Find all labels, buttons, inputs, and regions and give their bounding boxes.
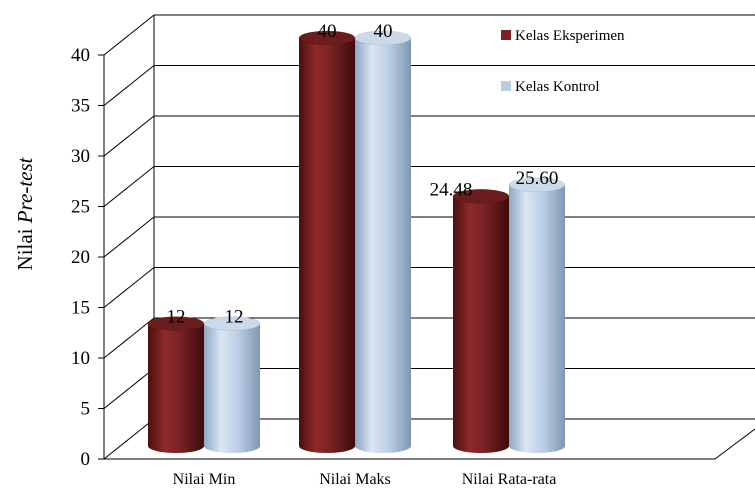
gridline-diagonal [103, 65, 155, 106]
bar-top [508, 177, 566, 193]
bar-top [354, 30, 412, 46]
data-label: 40 [374, 21, 393, 42]
bar-body [355, 38, 411, 453]
category-labels: Nilai Min Nilai Maks Nilai Rata-rata [173, 471, 557, 488]
legend: Kelas Eksperimen Kelas Kontrol [501, 28, 625, 95]
legend-label-eksperimen: Kelas Eksperimen [515, 28, 625, 44]
y-tick-label: 5 [81, 399, 91, 420]
data-label: 12 [167, 307, 186, 328]
bar-body [299, 38, 355, 453]
bar-0-0 [147, 316, 205, 453]
bar-body [453, 196, 509, 453]
bar-2-0 [452, 189, 510, 453]
y-tick-label: 40 [71, 45, 90, 66]
bar-body [509, 184, 565, 453]
bar-1-1 [354, 30, 412, 453]
data-label: 12 [225, 307, 244, 328]
bar-body [204, 323, 260, 453]
y-tick-label: 10 [71, 348, 90, 369]
bars [147, 30, 566, 453]
gridline-diagonal [103, 14, 155, 56]
y-tick-label: 0 [81, 449, 91, 470]
category-label: Nilai Maks [319, 471, 391, 488]
y-axis-title: Nilai Pre-test [13, 156, 37, 270]
bar-top [203, 316, 261, 331]
gridline-diagonal [103, 267, 155, 308]
data-label: 40 [318, 21, 337, 42]
bar-2-1 [508, 177, 566, 453]
legend-swatch-eksperimen [501, 30, 511, 40]
data-label: 25.60 [516, 168, 559, 189]
gridline-diagonal [103, 216, 155, 258]
category-label: Nilai Min [173, 471, 236, 488]
y-axis-ticks: 0 5 10 15 20 25 30 35 40 [71, 45, 90, 470]
gridline-diagonal [103, 166, 155, 207]
bar-body [148, 323, 204, 453]
gridline-diagonal [103, 115, 155, 157]
legend-label-kontrol: Kelas Kontrol [515, 79, 600, 95]
legend-swatch-kontrol [501, 81, 511, 91]
y-tick-label: 20 [71, 247, 90, 268]
data-labels: 12 12 40 40 24.48 25.60 [167, 21, 559, 328]
data-label: 24.48 [430, 179, 473, 200]
bar-0-1 [203, 316, 261, 453]
y-tick-label: 30 [71, 146, 90, 167]
category-label: Nilai Rata-rata [462, 471, 557, 488]
y-tick-label: 35 [71, 96, 90, 117]
gridline-diagonal [103, 368, 155, 409]
y-tick-label: 25 [71, 197, 90, 218]
gridline-diagonal [103, 317, 155, 359]
floor-right-edge [714, 428, 755, 460]
y-tick-label: 15 [71, 298, 90, 319]
gridline-diagonal [103, 418, 155, 460]
bar-1-0 [298, 30, 356, 453]
